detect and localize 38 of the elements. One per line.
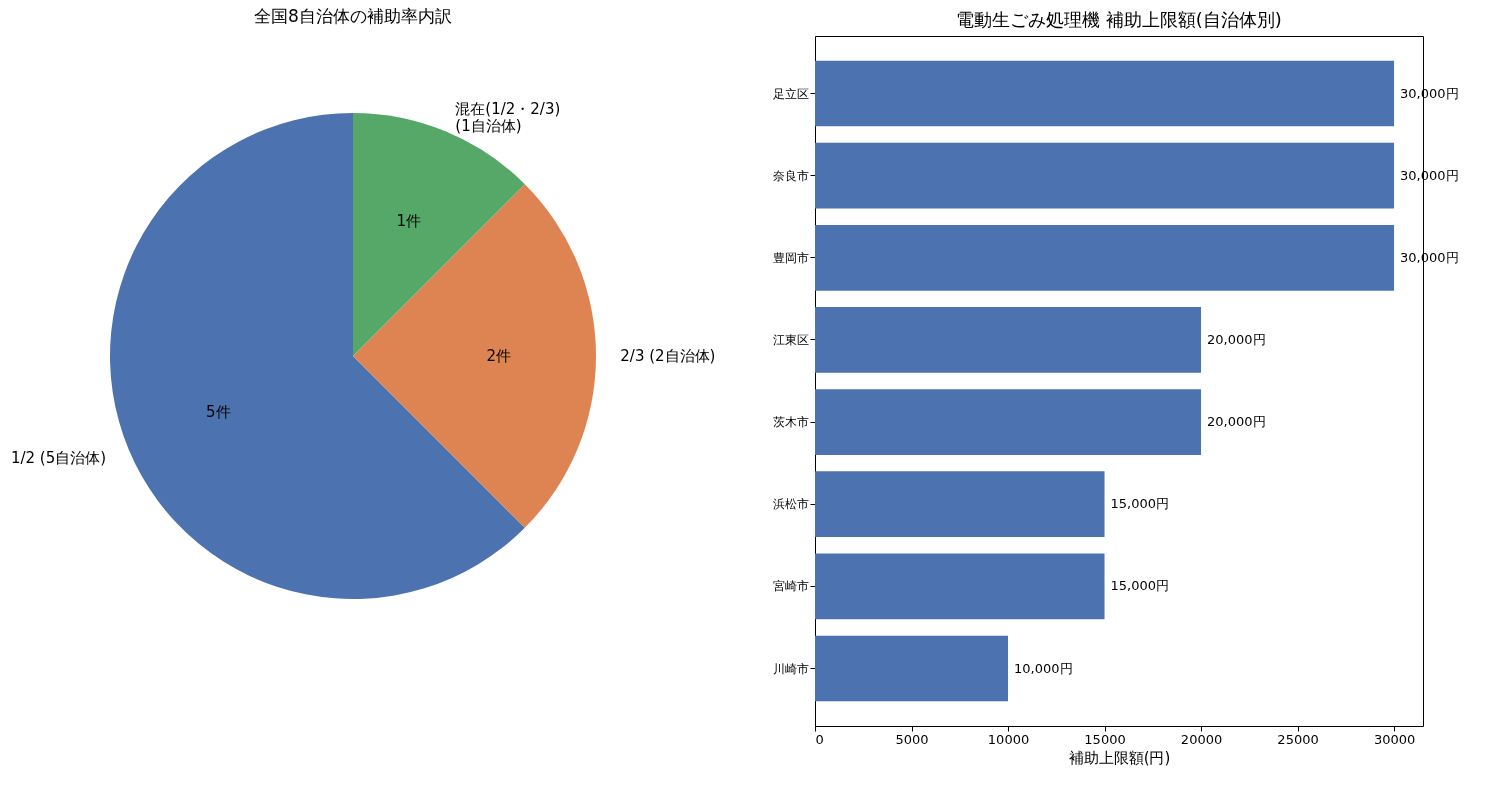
bar: [815, 224, 1395, 291]
bar: [815, 389, 1202, 455]
chart-title: 全国8自治体の補助率内訳: [254, 6, 452, 26]
data-label: 1件: [396, 212, 422, 231]
y-tick-label: 浜松市: [772, 497, 809, 512]
x-tick-label: 10000: [987, 731, 1030, 747]
y-tick-label: 宮崎市: [772, 579, 809, 594]
data-label: 15,000円: [1110, 496, 1170, 512]
x-tick-label: 30000: [1373, 731, 1416, 747]
slice-label: 2/3 (2自治体): [620, 347, 716, 365]
y-tick-label: 江東区: [772, 332, 809, 347]
y-tick-label: 豊岡市: [772, 250, 809, 265]
x-tick-label: 25000: [1277, 731, 1319, 747]
data-label: 20,000円: [1207, 414, 1266, 430]
x-tick-label: 5000: [895, 731, 929, 747]
pie-slice: [353, 184, 596, 528]
x-tick-label: 20000: [1180, 731, 1223, 747]
chart-title: 電動生ごみ処理機 補助上限額(自治体別): [956, 9, 1282, 30]
x-tick-label: 15000: [1084, 731, 1126, 747]
data-label: 2件: [486, 347, 512, 365]
y-tick-label: 足立区: [772, 86, 809, 101]
y-tick-label: 茨木市: [772, 415, 809, 430]
bar: [815, 142, 1395, 209]
bar: [815, 307, 1202, 373]
y-tick-label: 奈良市: [772, 168, 809, 183]
data-label: 5件: [206, 402, 231, 421]
y-tick-label: 川崎市: [772, 661, 809, 676]
bar: [815, 553, 1105, 620]
bar: [815, 60, 1395, 127]
x-tick-label: 0: [815, 731, 824, 747]
data-label: 20,000円: [1207, 331, 1266, 347]
data-label: 15,000円: [1110, 578, 1170, 594]
slice-label: 混在(1/2・2/3) (1自治体): [455, 100, 561, 136]
x-axis-title: 補助上限額(円): [1068, 748, 1171, 767]
bar: [815, 635, 1009, 702]
bar: [815, 471, 1105, 538]
data-label: 10,000円: [1014, 660, 1073, 676]
slice-label: 1/2 (5自治体): [10, 449, 107, 468]
